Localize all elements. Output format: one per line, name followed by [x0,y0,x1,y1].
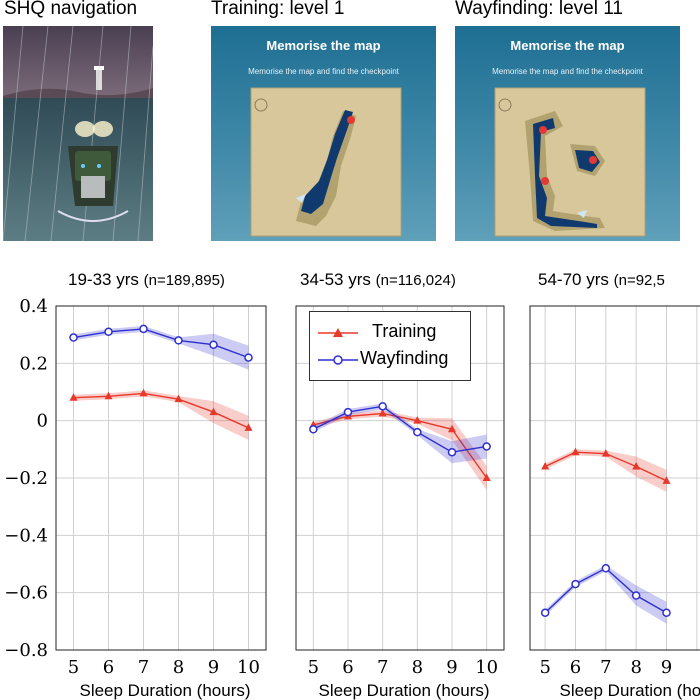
chart-title-54-70: 54-70 yrs (n=92,5 [538,270,665,290]
panel-title-training: Training: level 1 [211,0,345,19]
x-tick-label: 10 [475,657,498,678]
data-point-training [413,416,422,424]
x-tick-label: 5 [68,657,79,678]
y-tick-label: 0.2 [19,353,48,374]
data-point-training [174,394,183,403]
x-tick-label: 6 [103,657,114,678]
series-line-wayfinding [73,328,249,359]
data-point-wayfinding [139,324,148,334]
data-point-training [662,476,671,484]
confidence-band-wayfinding [313,403,487,464]
plot-frame [529,305,700,651]
chart-subtitle-text: (n=189,895) [143,272,225,289]
data-point-training [378,409,387,417]
plot-frame [295,305,505,651]
x-tick-label: 7 [377,657,388,678]
data-point-training [482,473,491,481]
training-map-screenshot: Memorise the map Memorise the map and fi… [211,26,436,241]
data-point-wayfinding [662,608,671,617]
confidence-band-training [313,410,487,490]
data-point-wayfinding [209,340,218,349]
data-point-wayfinding [482,442,491,451]
data-point-training [69,393,78,401]
x-tick-label: 8 [412,657,423,678]
legend-training-marker [333,328,343,337]
chart-subtitle-text: (n=92,5 [613,272,665,289]
chart-title-34-53: 34-53 yrs (n=116,024) [300,270,456,290]
data-point-wayfinding [447,447,457,457]
data-point-wayfinding [309,425,318,434]
x-tick-label: 5 [539,657,550,678]
boat-game-screenshot [3,26,153,241]
x-tick-label: 10 [237,657,260,678]
y-tick-label: −0.2 [4,468,48,489]
plot-frame [55,305,267,651]
data-point-training [571,447,580,456]
data-point-wayfinding [69,333,78,342]
chart-subtitle-text: (n=116,024) [375,272,456,289]
series-line-training [313,412,488,479]
x-tick-label: 7 [138,657,149,678]
series-line-wayfinding [313,405,487,453]
confidence-band-wayfinding [545,565,667,624]
data-point-training [448,424,456,433]
chart-title-text: 54-70 yrs [538,270,609,289]
x-tick-label: 6 [342,657,353,678]
x-axis-label: Sleep Duration (hours) [318,681,489,700]
data-point-wayfinding [601,564,611,573]
chart-legend: Training Wayfinding [309,311,471,381]
y-tick-label: 0 [37,411,48,432]
chart-title-text: 19-33 yrs [68,270,139,289]
wayfinding-map-screenshot: Memorise the map Memorise the map and fi… [455,26,680,241]
y-tick-label: −0.6 [4,583,48,604]
x-axis-label: Sleep Duration (hours) [79,681,250,700]
map-subtitle: Memorise the map and find the checkpoint [492,67,643,76]
data-point-training [632,462,641,470]
data-point-wayfinding [104,327,113,337]
data-point-training [139,388,148,397]
panel-title-wayfinding: Wayfinding: level 11 [455,0,623,19]
data-point-wayfinding [343,407,353,417]
map-heading: Memorise the map [510,38,625,53]
confidence-band-wayfinding [73,325,249,370]
data-point-wayfinding [631,591,641,600]
confidence-band-training [73,390,249,440]
x-tick-label: 9 [208,657,219,678]
x-tick-label: 9 [661,657,672,678]
data-point-training [601,449,610,457]
y-tick-label: −0.8 [4,640,48,661]
data-point-training [104,391,113,400]
data-point-wayfinding [378,402,387,411]
chart-title-text: 34-53 yrs [300,270,371,289]
map-heading: Memorise the map [266,38,381,53]
confidence-band-training [545,449,667,492]
x-tick-label: 8 [173,657,184,678]
data-point-wayfinding [413,427,422,437]
data-point-wayfinding [174,336,183,345]
legend-wayfinding-marker [333,355,343,365]
legend-label-training: Training [372,321,437,341]
chart-title-19-33: 19-33 yrs (n=189,895) [68,270,225,290]
x-axis-label: Sleep Duration (hours) [559,681,700,700]
legend-label-wayfinding: Wayfinding [360,348,449,368]
panel-title-shq: SHQ navigation [4,0,138,19]
x-tick-label: 8 [630,657,641,678]
data-point-training [209,407,218,416]
data-point-wayfinding [244,353,253,362]
x-tick-label: 7 [600,657,611,678]
data-point-training [244,423,253,431]
x-tick-label: 5 [308,657,319,678]
y-tick-label: −0.4 [4,525,48,546]
data-point-wayfinding [571,579,580,589]
map-subtitle: Memorise the map and find the checkpoint [248,67,399,76]
data-point-wayfinding [540,608,550,617]
y-tick-label: 0.4 [19,296,48,317]
series-line-training [73,392,249,429]
x-tick-label: 6 [570,657,581,678]
data-point-training [541,462,550,470]
x-tick-label: 9 [446,657,457,678]
